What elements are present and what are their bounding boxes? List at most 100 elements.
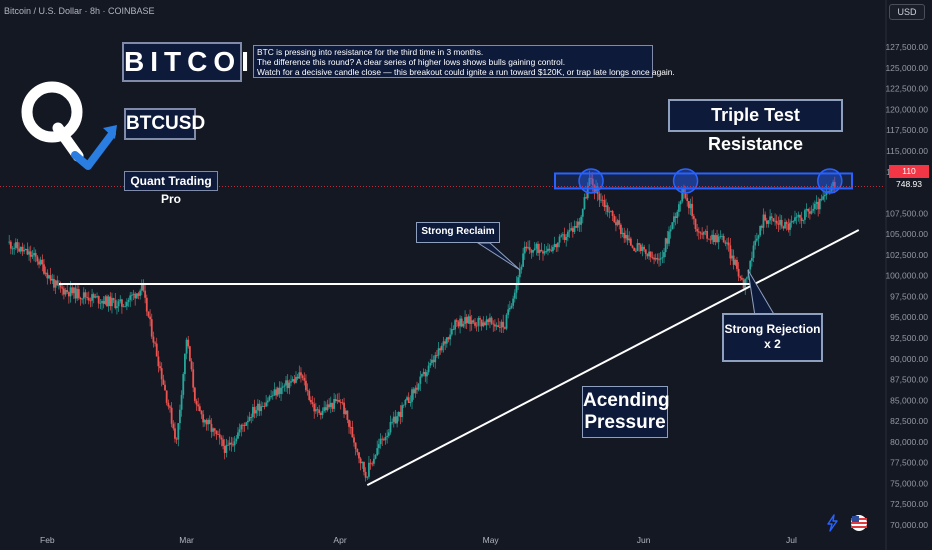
candle-body xyxy=(258,403,261,412)
candle-body xyxy=(502,321,505,328)
x-tick-label: Jun xyxy=(637,535,651,545)
candle-body xyxy=(648,251,650,257)
candle-body xyxy=(278,387,281,394)
candle-body xyxy=(53,278,55,288)
candle-body xyxy=(197,404,200,407)
candle-body xyxy=(359,458,362,464)
strong-rejection-line-1: Strong Rejection xyxy=(724,322,821,336)
candle-body xyxy=(187,339,190,347)
candle-body xyxy=(394,416,397,424)
candle-body xyxy=(203,420,206,423)
candle-body xyxy=(780,219,783,227)
candle-body xyxy=(363,461,365,472)
y-tick-label: 107,500.00 xyxy=(885,208,928,218)
candle-body xyxy=(590,177,592,179)
candle-body xyxy=(21,246,24,252)
candle-body xyxy=(528,247,531,251)
candle-body xyxy=(434,355,437,363)
candle-body xyxy=(517,277,520,284)
candle-body xyxy=(256,403,259,411)
candle-body xyxy=(707,238,710,240)
y-tick-label: 90,000.00 xyxy=(890,354,928,364)
candle-body xyxy=(548,248,551,251)
candle-body xyxy=(794,217,796,221)
candle-body xyxy=(215,430,218,435)
candle-body xyxy=(610,211,612,212)
candle-body xyxy=(185,339,188,354)
candle-body xyxy=(663,252,665,258)
candle-body xyxy=(659,258,662,260)
lightning-icon[interactable] xyxy=(827,514,838,532)
candle-body xyxy=(212,428,214,432)
candle-body xyxy=(220,437,223,440)
candle-body xyxy=(716,235,718,243)
candle-body xyxy=(218,434,221,438)
candle-body xyxy=(145,297,148,312)
candle-body xyxy=(464,317,466,324)
candle-body xyxy=(89,300,92,302)
candle-body xyxy=(457,321,460,327)
current-price-tag: 110 748.93 xyxy=(889,165,929,189)
candle-body xyxy=(213,428,216,431)
symbol-header[interactable]: Bitcoin / U.S. Dollar · 8h · COINBASE xyxy=(4,6,155,16)
candle-body xyxy=(300,372,302,376)
candle-body xyxy=(411,389,413,402)
y-tick-label: 70,000.00 xyxy=(890,520,928,530)
candle-body xyxy=(754,240,757,246)
candle-body xyxy=(547,248,549,252)
candle-body xyxy=(727,242,730,246)
candle-body xyxy=(694,218,697,230)
candle-body xyxy=(432,359,435,363)
candle-body xyxy=(316,409,319,411)
candle-body xyxy=(49,275,52,281)
candle-body xyxy=(785,222,788,224)
candle-body xyxy=(71,287,74,294)
candle-body xyxy=(722,235,725,243)
us-flag-icon[interactable] xyxy=(851,515,867,531)
candle-body xyxy=(114,300,117,309)
candle-body xyxy=(745,277,748,279)
candle-body xyxy=(290,381,292,383)
candle-body xyxy=(479,317,481,320)
candle-body xyxy=(207,419,210,425)
candle-body xyxy=(656,257,659,260)
candle-body xyxy=(270,396,273,397)
candle-body xyxy=(66,289,69,293)
pressure-line-2: Pressure xyxy=(584,412,666,433)
candle-body xyxy=(736,259,738,269)
candle-body xyxy=(808,211,811,214)
candle-body xyxy=(129,295,132,300)
candle-body xyxy=(372,458,375,464)
candle-body xyxy=(769,216,772,221)
x-tick-label: Apr xyxy=(333,535,346,545)
candle-body xyxy=(43,264,45,274)
candle-body xyxy=(474,322,476,326)
candle-body xyxy=(150,319,153,337)
candle-body xyxy=(807,208,810,212)
candle-body xyxy=(101,301,103,303)
candle-body xyxy=(684,192,687,198)
candle-body xyxy=(319,413,322,415)
candle-body xyxy=(29,251,32,257)
candle-body xyxy=(298,372,301,379)
candle-body xyxy=(787,223,790,230)
candle-body xyxy=(77,289,80,298)
candle-body xyxy=(535,243,538,249)
candle-body xyxy=(116,306,118,309)
y-tick-label: 102,500.00 xyxy=(885,250,928,260)
candle-body xyxy=(361,461,364,464)
candle-body xyxy=(152,336,155,343)
candle-body xyxy=(137,293,140,296)
candle-body xyxy=(401,405,403,417)
candle-body xyxy=(485,319,488,326)
candle-body xyxy=(620,224,622,235)
candle-body xyxy=(538,249,541,253)
candle-body xyxy=(750,257,753,261)
candle-body xyxy=(638,243,641,245)
candle-body xyxy=(621,232,624,235)
y-tick-label: 80,000.00 xyxy=(890,437,928,447)
candle-body xyxy=(689,203,692,209)
candle-body xyxy=(59,284,62,288)
currency-selector[interactable]: USD xyxy=(889,4,925,20)
